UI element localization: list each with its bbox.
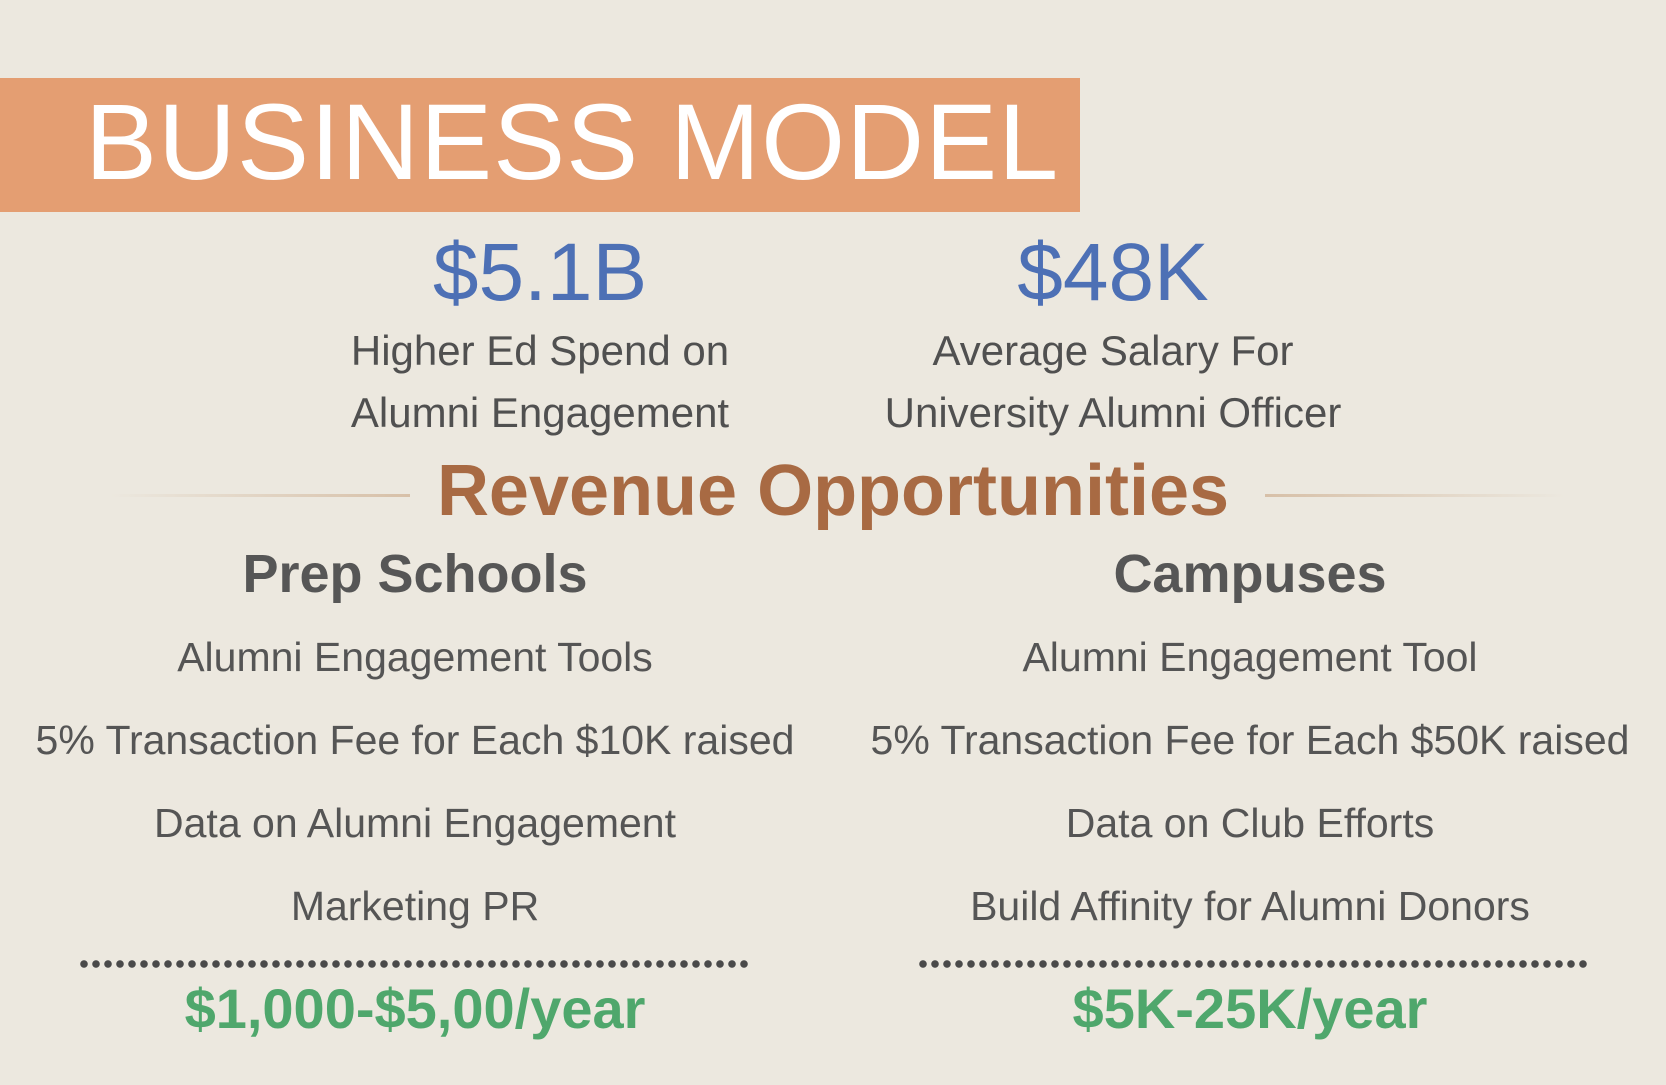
revenue-column-campuses: Campuses Alumni Engagement Tool 5% Trans…: [860, 540, 1640, 948]
stat-higher-ed-spend: $5.1B Higher Ed Spend on Alumni Engageme…: [290, 227, 790, 442]
list-item: Data on Club Efforts: [1065, 800, 1435, 846]
list-item: 5% Transaction Fee for Each $50K raised: [870, 717, 1630, 763]
title-band: [0, 78, 1080, 212]
price-campuses: $5K-25K/year: [1072, 977, 1428, 1040]
stat-description-line: University Alumni Officer: [884, 389, 1342, 437]
list-item: Data on Alumni Engagement: [154, 800, 676, 846]
stat-average-salary: $48K Average Salary For University Alumn…: [838, 227, 1388, 442]
section-divider-right: [1265, 494, 1565, 497]
column-heading: Campuses: [1113, 544, 1387, 604]
stat-description-line: Alumni Engagement: [350, 389, 730, 437]
dotted-divider-left: [78, 958, 752, 970]
stat-description-line: Average Salary For: [932, 327, 1294, 375]
section-divider-left: [110, 494, 410, 497]
list-item: Alumni Engagement Tools: [177, 634, 653, 680]
stat-value: $48K: [1017, 227, 1209, 318]
list-item: Alumni Engagement Tool: [1022, 634, 1478, 680]
price-prep-schools: $1,000-$5,00/year: [184, 977, 646, 1040]
stat-description-line: Higher Ed Spend on: [350, 327, 730, 375]
stat-value: $5.1B: [432, 227, 648, 318]
dotted-divider-right: [917, 958, 1591, 970]
page-title: BUSINESS MODEL: [85, 81, 1060, 202]
revenue-section-title: Revenue Opportunities: [436, 451, 1230, 531]
list-item: Marketing PR: [290, 883, 540, 929]
list-item: Build Affinity for Alumni Donors: [970, 883, 1530, 929]
list-item: 5% Transaction Fee for Each $10K raised: [35, 717, 795, 763]
revenue-column-prep-schools: Prep Schools Alumni Engagement Tools 5% …: [30, 540, 800, 948]
column-heading: Prep Schools: [242, 544, 588, 604]
